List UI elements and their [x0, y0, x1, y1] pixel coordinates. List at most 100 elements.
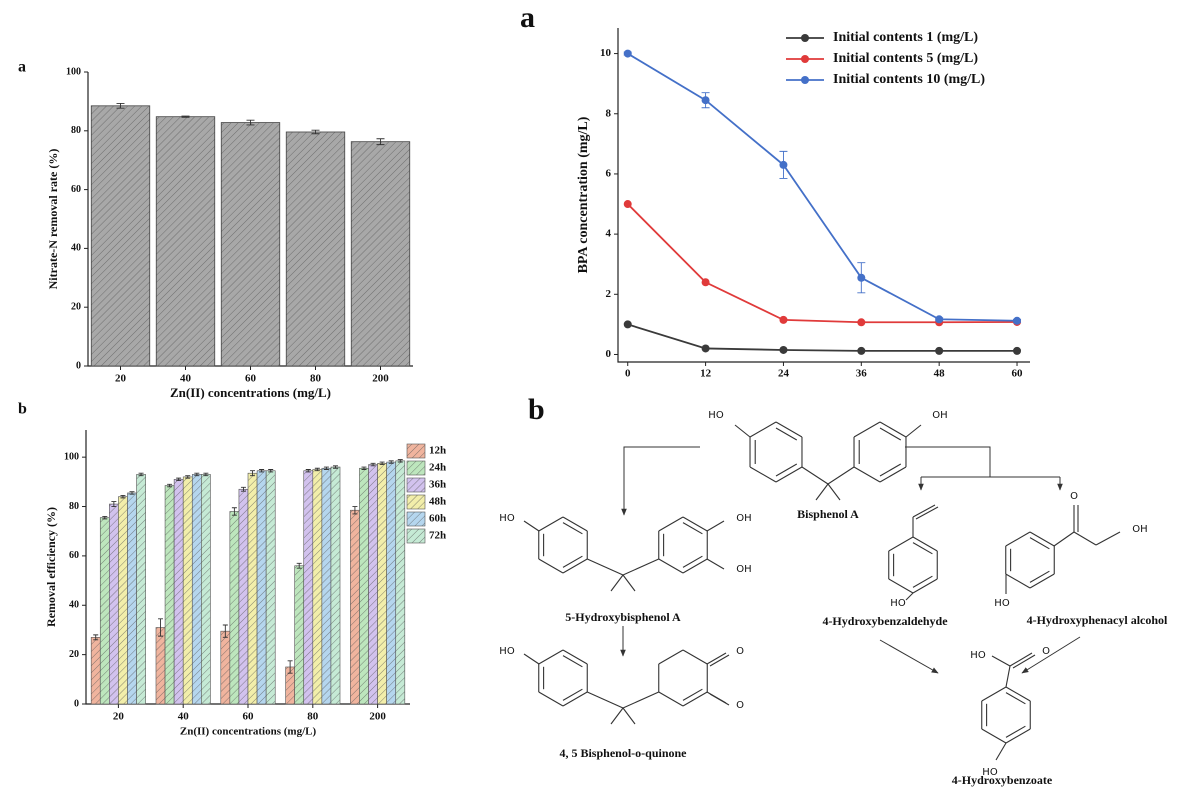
point: [1013, 346, 1022, 355]
x-tick-label: 80: [310, 373, 322, 385]
bond: [562, 655, 583, 668]
point: [857, 346, 866, 355]
point: [935, 315, 944, 324]
y-tick-label: 100: [64, 451, 79, 462]
atom-label: O: [736, 646, 744, 657]
series-line: [627, 323, 1018, 352]
y-tick-label: 0: [74, 698, 79, 709]
bond: [1005, 531, 1031, 547]
y-tick-label: 60: [69, 550, 79, 561]
y-tick-label: 0: [606, 348, 612, 360]
bond: [912, 542, 933, 555]
atom-label: HO: [499, 513, 515, 524]
error-bar: [332, 465, 338, 469]
error-bar: [240, 486, 246, 492]
legend-swatch: [406, 528, 426, 544]
bond: [658, 558, 684, 574]
bond: [1029, 573, 1055, 589]
error-bar: [397, 459, 403, 463]
error-bar: [250, 470, 256, 477]
error-bar: [370, 462, 376, 467]
bond: [610, 707, 624, 725]
bond: [538, 691, 564, 707]
bond: [749, 466, 777, 483]
error-bar: [259, 469, 265, 473]
bond: [562, 688, 583, 701]
bond: [622, 691, 659, 709]
bond: [827, 483, 841, 501]
error-bar: [185, 475, 191, 479]
bar: [155, 627, 166, 705]
bar: [191, 474, 202, 705]
bond: [682, 688, 703, 701]
legend-swatch: [406, 443, 426, 459]
error-bar: [296, 562, 302, 569]
error-bar: [116, 103, 125, 109]
error-bar: [287, 660, 293, 674]
bar: [359, 467, 369, 705]
point: [701, 344, 710, 353]
bond: [538, 516, 564, 532]
bond: [912, 578, 938, 594]
bond: [658, 516, 684, 532]
y-tick-label: 4: [606, 228, 612, 240]
bar: [238, 488, 249, 705]
x-tick-label: 200: [369, 711, 386, 723]
y-tick-label: 8: [606, 107, 612, 119]
compound-name: 4-Hydroxyphenacyl alcohol: [1027, 613, 1168, 627]
error-bar: [361, 466, 367, 470]
atom-label: HO: [994, 598, 1010, 609]
point: [701, 96, 710, 105]
compound-name: 5-Hydroxybisphenol A: [565, 610, 681, 624]
legend-label: 24h: [429, 462, 446, 474]
bond: [827, 466, 855, 485]
bar: [395, 460, 406, 705]
legend-label: 72h: [429, 530, 446, 542]
x-tick-label: 40: [178, 711, 190, 723]
bar: [182, 476, 193, 705]
bond: [853, 466, 881, 483]
bond: [538, 558, 564, 574]
bond: [888, 578, 914, 594]
bond: [815, 483, 829, 501]
y-tick-label: 20: [71, 301, 81, 312]
bar: [368, 464, 378, 705]
bond: [1095, 531, 1121, 546]
point: [779, 160, 788, 169]
bond: [1005, 665, 1011, 688]
bond: [1012, 654, 1036, 669]
y-tick-label: 80: [71, 125, 81, 136]
bond: [709, 654, 730, 667]
x-tick-label: 200: [372, 373, 389, 385]
error-bar: [388, 460, 394, 464]
error-bar: [352, 506, 358, 515]
bond: [981, 686, 1007, 702]
bond: [905, 424, 922, 438]
bond: [1029, 570, 1050, 583]
bond: [915, 506, 939, 520]
y-axis-label: BPA concentration (mg/L): [576, 116, 591, 273]
bar: [173, 479, 184, 705]
x-tick-label: 20: [115, 373, 127, 385]
bar: [90, 637, 101, 705]
error-bar: [231, 507, 237, 516]
bar: [155, 116, 216, 367]
panel-label: a: [520, 1, 535, 34]
bond: [658, 691, 684, 707]
error-bar: [305, 469, 311, 473]
atom-label: OH: [736, 513, 751, 524]
x-tick-label: 0: [625, 368, 631, 380]
bond: [879, 421, 907, 438]
bond: [706, 652, 727, 665]
error-bar: [222, 624, 228, 638]
bond: [562, 558, 588, 574]
atom-label: OH: [932, 410, 947, 421]
error-bar: [323, 466, 329, 470]
error-bar: [203, 472, 209, 477]
bond: [709, 693, 730, 706]
bond: [587, 691, 624, 709]
bond: [682, 516, 708, 532]
bar: [127, 492, 137, 705]
legend-label: Initial contents 1 (mg/L): [833, 30, 978, 45]
